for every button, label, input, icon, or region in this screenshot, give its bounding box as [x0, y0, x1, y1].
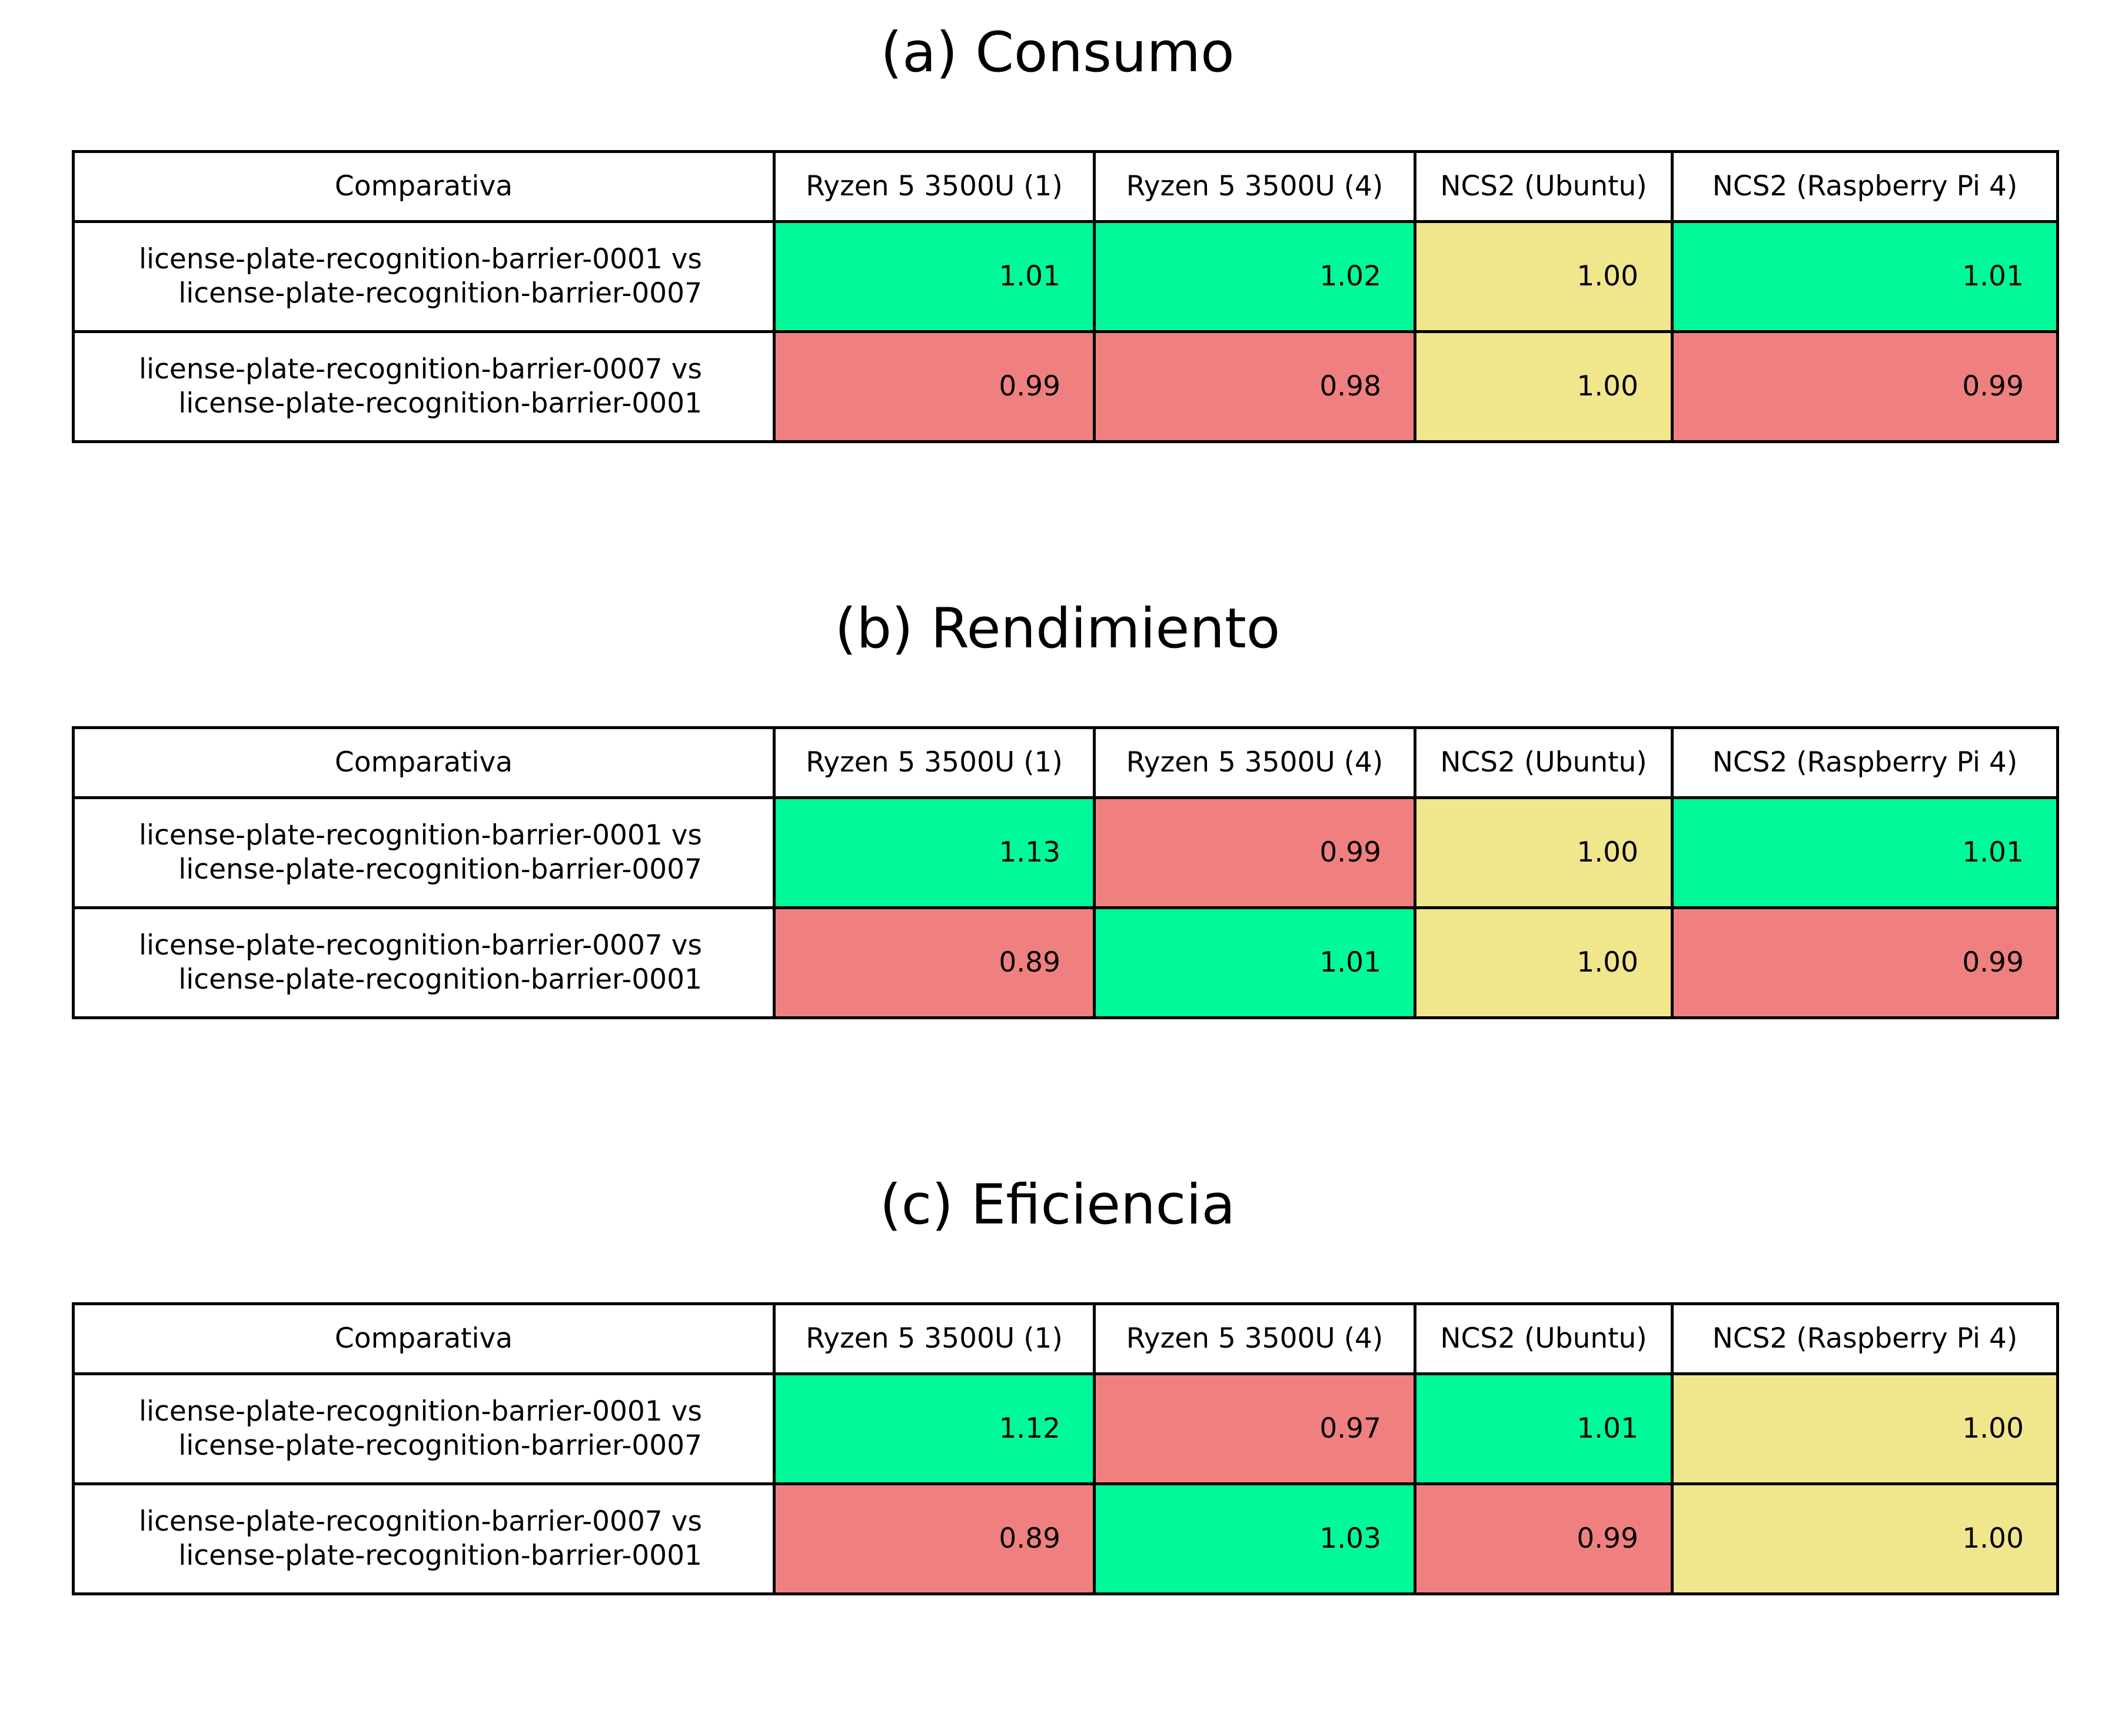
table-row: license-plate-recognition-barrier-0007 v… [72, 906, 2059, 1019]
value-cell: 1.03 [1093, 1482, 1416, 1595]
header-cell: NCS2 (Ubuntu) [1414, 1302, 1674, 1375]
value-cell: 0.97 [1093, 1372, 1416, 1485]
header-cell: Ryzen 5 3500U (1) [773, 150, 1096, 223]
value-cell: 0.99 [1671, 330, 2059, 443]
row-label: license-plate-recognition-barrier-0007 v… [72, 1482, 776, 1595]
header-cell: Ryzen 5 3500U (1) [773, 1302, 1096, 1375]
value-cell: 1.00 [1671, 1372, 2059, 1485]
table-row: license-plate-recognition-barrier-0001 v… [72, 796, 2059, 909]
value-cell: 0.89 [773, 906, 1096, 1019]
row-label-line: license-plate-recognition-barrier-0001 v… [138, 243, 702, 275]
row-label-line: license-plate-recognition-barrier-0007 [178, 853, 702, 886]
header-row: Comparativa Ryzen 5 3500U (1) Ryzen 5 35… [72, 150, 2059, 223]
value-cell: 0.99 [1671, 906, 2059, 1019]
value-cell: 1.02 [1093, 220, 1416, 333]
row-label: license-plate-recognition-barrier-0007 v… [72, 906, 776, 1019]
row-label-line: license-plate-recognition-barrier-0007 v… [138, 929, 702, 962]
header-cell: NCS2 (Ubuntu) [1414, 726, 1674, 799]
header-cell: Comparativa [72, 1302, 776, 1375]
value-cell: 1.12 [773, 1372, 1096, 1485]
row-label: license-plate-recognition-barrier-0007 v… [72, 330, 776, 443]
value-cell: 1.01 [1671, 796, 2059, 909]
header-cell: Comparativa [72, 726, 776, 799]
value-cell: 0.99 [1093, 796, 1416, 909]
value-cell: 0.89 [773, 1482, 1096, 1595]
header-cell: Ryzen 5 3500U (4) [1093, 1302, 1416, 1375]
value-cell: 1.01 [773, 220, 1096, 333]
value-cell: 1.01 [1414, 1372, 1674, 1485]
header-cell: NCS2 (Ubuntu) [1414, 150, 1674, 223]
header-cell: Ryzen 5 3500U (1) [773, 726, 1096, 799]
row-label-line: license-plate-recognition-barrier-0007 [178, 277, 702, 310]
header-cell: NCS2 (Raspberry Pi 4) [1671, 150, 2059, 223]
comparison-table: Comparativa Ryzen 5 3500U (1) Ryzen 5 35… [72, 1302, 2059, 1595]
table-row: license-plate-recognition-barrier-0001 v… [72, 1372, 2059, 1485]
header-cell: Ryzen 5 3500U (4) [1093, 726, 1416, 799]
row-label: license-plate-recognition-barrier-0001 v… [72, 220, 776, 333]
value-cell: 1.00 [1414, 906, 1674, 1019]
header-cell: NCS2 (Raspberry Pi 4) [1671, 726, 2059, 799]
value-cell: 0.99 [1414, 1482, 1674, 1595]
value-cell: 1.00 [1671, 1482, 2059, 1595]
row-label: license-plate-recognition-barrier-0001 v… [72, 1372, 776, 1485]
table-row: license-plate-recognition-barrier-0007 v… [72, 1482, 2059, 1595]
value-cell: 0.99 [773, 330, 1096, 443]
comparison-table: Comparativa Ryzen 5 3500U (1) Ryzen 5 35… [72, 726, 2059, 1019]
row-label-line: license-plate-recognition-barrier-0001 [178, 963, 702, 996]
row-label-line: license-plate-recognition-barrier-0001 [178, 1539, 702, 1572]
value-cell: 1.13 [773, 796, 1096, 909]
row-label: license-plate-recognition-barrier-0001 v… [72, 796, 776, 909]
row-label-line: license-plate-recognition-barrier-0001 [178, 387, 702, 420]
table-row: license-plate-recognition-barrier-0007 v… [72, 330, 2059, 443]
header-cell: Comparativa [72, 150, 776, 223]
row-label-line: license-plate-recognition-barrier-0001 v… [138, 819, 702, 852]
panel-title: (a) Consumo [880, 21, 1235, 85]
row-label-line: license-plate-recognition-barrier-0007 v… [138, 353, 702, 385]
value-cell: 1.00 [1414, 330, 1674, 443]
value-cell: 1.00 [1414, 796, 1674, 909]
header-cell: NCS2 (Raspberry Pi 4) [1671, 1302, 2059, 1375]
row-label-line: license-plate-recognition-barrier-0007 [178, 1429, 702, 1462]
header-row: Comparativa Ryzen 5 3500U (1) Ryzen 5 35… [72, 1302, 2059, 1375]
value-cell: 1.01 [1671, 220, 2059, 333]
panel-title: (b) Rendimiento [834, 597, 1281, 661]
header-cell: Ryzen 5 3500U (4) [1093, 150, 1416, 223]
row-label-line: license-plate-recognition-barrier-0001 v… [138, 1395, 702, 1428]
value-cell: 0.98 [1093, 330, 1416, 443]
value-cell: 1.00 [1414, 220, 1674, 333]
panel-title: (c) Eficiencia [879, 1173, 1236, 1237]
header-row: Comparativa Ryzen 5 3500U (1) Ryzen 5 35… [72, 726, 2059, 799]
table-row: license-plate-recognition-barrier-0001 v… [72, 220, 2059, 333]
comparison-table: Comparativa Ryzen 5 3500U (1) Ryzen 5 35… [72, 150, 2059, 443]
row-label-line: license-plate-recognition-barrier-0007 v… [138, 1505, 702, 1538]
value-cell: 1.01 [1093, 906, 1416, 1019]
